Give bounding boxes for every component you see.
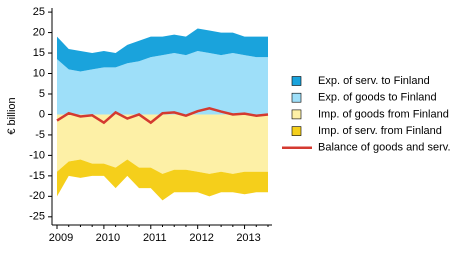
line — [56, 107, 269, 125]
x-tick-label: 2009 — [49, 232, 73, 244]
y-tick-label: 0 — [39, 108, 45, 120]
y-tick-label: 5 — [39, 88, 45, 100]
x-tick-label: 2013 — [236, 232, 260, 244]
area — [57, 28, 268, 72]
area — [57, 159, 268, 201]
y-tick-label: 15 — [33, 47, 45, 59]
legend-swatch — [291, 92, 302, 103]
y-tick-label: -20 — [29, 190, 45, 202]
y-tick-label: -5 — [35, 129, 45, 141]
x-tick-label: 2010 — [96, 232, 120, 244]
legend-swatch — [291, 109, 302, 120]
legend-label: Exp. of goods to Finland — [318, 92, 437, 104]
y-tick-label: 20 — [33, 26, 45, 38]
legend-swatch — [291, 126, 302, 136]
y-tick-label: -15 — [29, 170, 45, 182]
x-tick-label: 2011 — [143, 232, 167, 244]
legend-swatch — [291, 76, 302, 86]
area — [57, 114, 268, 174]
y-tick-label: 25 — [33, 6, 45, 18]
legend-label: Imp. of goods from Finland — [318, 108, 449, 120]
legend-label: Imp. of serv. from Finland — [318, 125, 442, 137]
y-axis-label: € billion — [6, 97, 18, 134]
y-tick-label: 10 — [33, 67, 45, 79]
y-tick-label: -25 — [29, 211, 45, 223]
y-tick-label: -10 — [29, 149, 45, 161]
x-tick-label: 2012 — [189, 232, 213, 244]
legend-label: Balance of goods and serv. — [318, 142, 451, 154]
area — [57, 50, 268, 115]
legend-label: Exp. of serv. to Finland — [318, 75, 430, 87]
